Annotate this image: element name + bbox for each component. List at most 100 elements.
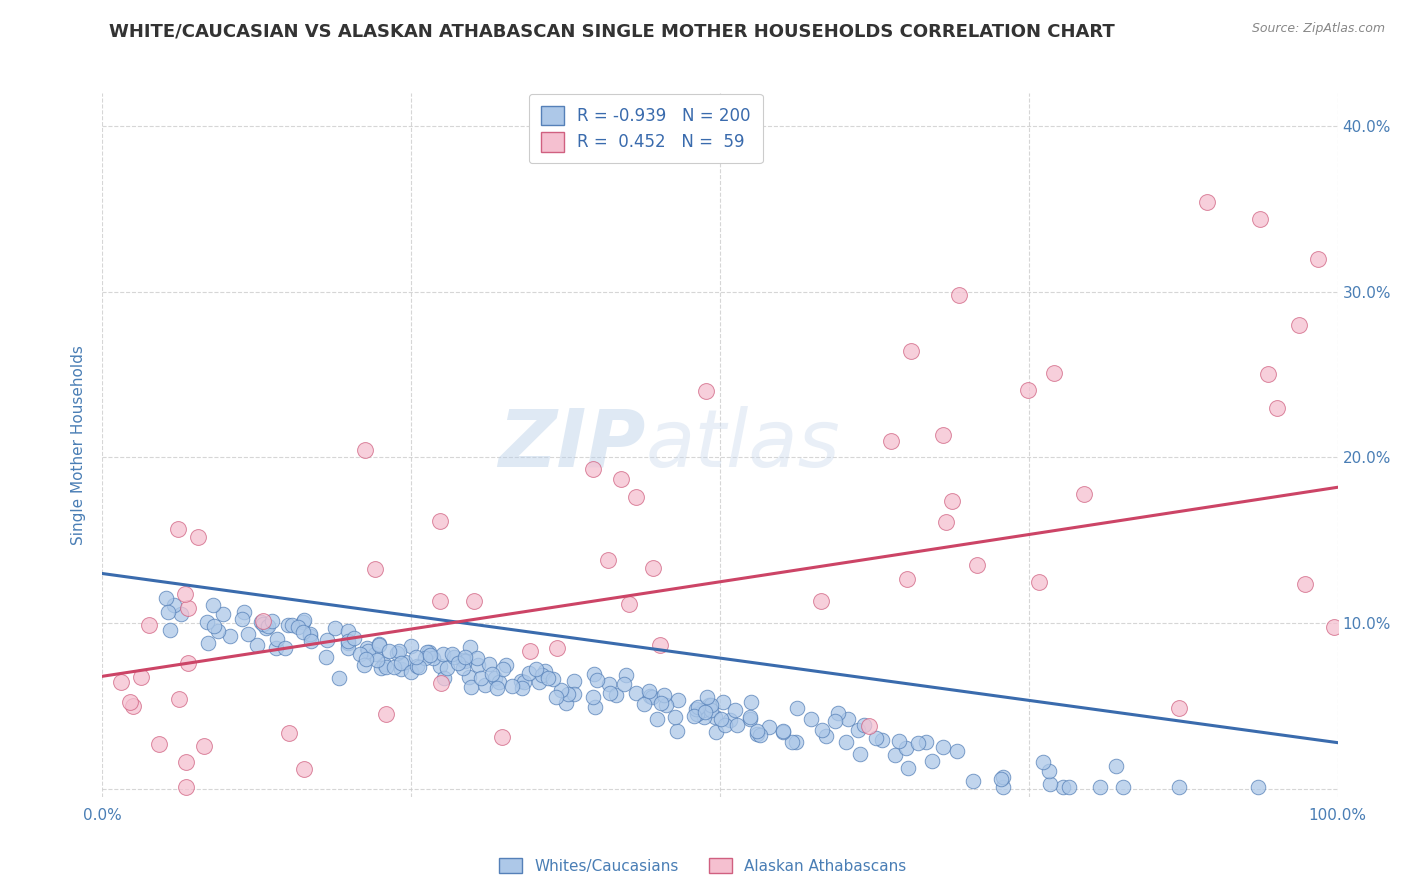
- Point: [1043, 366, 1066, 380]
- Point: [696, 690, 718, 704]
- Point: [465, 650, 488, 665]
- Point: [121, 698, 143, 713]
- Point: [299, 634, 322, 648]
- Point: [932, 740, 955, 755]
- Point: [415, 650, 437, 665]
- Point: [155, 591, 177, 605]
- Point: [641, 690, 664, 705]
- Point: [197, 636, 219, 650]
- Point: [884, 747, 907, 762]
- Point: [599, 686, 621, 700]
- Point: [827, 706, 849, 720]
- Point: [527, 675, 550, 690]
- Point: [467, 657, 489, 672]
- Point: [815, 729, 838, 743]
- Point: [162, 598, 184, 612]
- Point: [665, 723, 688, 738]
- Point: [1168, 701, 1191, 715]
- Point: [685, 702, 707, 716]
- Point: [292, 613, 315, 627]
- Point: [865, 731, 887, 746]
- Text: WHITE/CAUCASIAN VS ALASKAN ATHABASCAN SINGLE MOTHER HOUSEHOLDS CORRELATION CHART: WHITE/CAUCASIAN VS ALASKAN ATHABASCAN SI…: [108, 22, 1115, 40]
- Point: [1257, 367, 1279, 381]
- Point: [201, 598, 224, 612]
- Point: [262, 615, 284, 629]
- Point: [378, 644, 401, 658]
- Point: [780, 735, 803, 749]
- Point: [1306, 252, 1329, 266]
- Point: [408, 660, 430, 674]
- Point: [824, 714, 846, 728]
- Point: [370, 661, 392, 675]
- Point: [1088, 780, 1111, 795]
- Point: [605, 689, 627, 703]
- Point: [725, 718, 748, 732]
- Point: [993, 770, 1015, 784]
- Point: [519, 644, 541, 658]
- Point: [207, 624, 229, 638]
- Point: [274, 640, 297, 655]
- Point: [159, 623, 181, 637]
- Point: [488, 674, 510, 689]
- Point: [704, 710, 727, 724]
- Point: [586, 673, 609, 687]
- Point: [1105, 759, 1128, 773]
- Point: [138, 618, 160, 632]
- Point: [1323, 620, 1346, 634]
- Point: [491, 730, 513, 744]
- Point: [328, 671, 350, 685]
- Point: [686, 700, 709, 714]
- Point: [907, 736, 929, 750]
- Point: [389, 656, 412, 670]
- Point: [373, 657, 395, 671]
- Point: [454, 654, 477, 668]
- Point: [470, 671, 492, 685]
- Point: [292, 615, 315, 629]
- Point: [645, 713, 668, 727]
- Point: [343, 631, 366, 645]
- Point: [231, 612, 253, 626]
- Point: [749, 728, 772, 742]
- Point: [537, 671, 560, 685]
- Text: ZIP: ZIP: [498, 406, 645, 484]
- Point: [337, 624, 360, 638]
- Point: [484, 672, 506, 686]
- Point: [170, 607, 193, 622]
- Point: [654, 689, 676, 703]
- Point: [846, 723, 869, 737]
- Point: [772, 724, 794, 739]
- Point: [430, 676, 453, 690]
- Point: [399, 639, 422, 653]
- Point: [367, 638, 389, 652]
- Point: [853, 718, 876, 732]
- Point: [582, 667, 605, 681]
- Point: [277, 726, 299, 740]
- Point: [848, 747, 870, 761]
- Point: [356, 640, 378, 655]
- Point: [354, 652, 377, 666]
- Point: [772, 723, 794, 738]
- Point: [454, 650, 477, 665]
- Point: [758, 720, 780, 734]
- Point: [718, 713, 741, 727]
- Point: [463, 594, 485, 608]
- Point: [254, 621, 277, 635]
- Point: [686, 706, 709, 721]
- Point: [682, 709, 704, 723]
- Point: [382, 660, 405, 674]
- Point: [1052, 780, 1074, 795]
- Point: [492, 662, 515, 676]
- Point: [932, 427, 955, 442]
- Point: [810, 594, 832, 608]
- Point: [991, 780, 1014, 795]
- Point: [941, 493, 963, 508]
- Point: [157, 605, 180, 619]
- Point: [264, 640, 287, 655]
- Point: [349, 647, 371, 661]
- Point: [562, 687, 585, 701]
- Point: [517, 666, 540, 681]
- Point: [617, 597, 640, 611]
- Point: [195, 615, 218, 629]
- Point: [1195, 195, 1218, 210]
- Point: [374, 660, 396, 674]
